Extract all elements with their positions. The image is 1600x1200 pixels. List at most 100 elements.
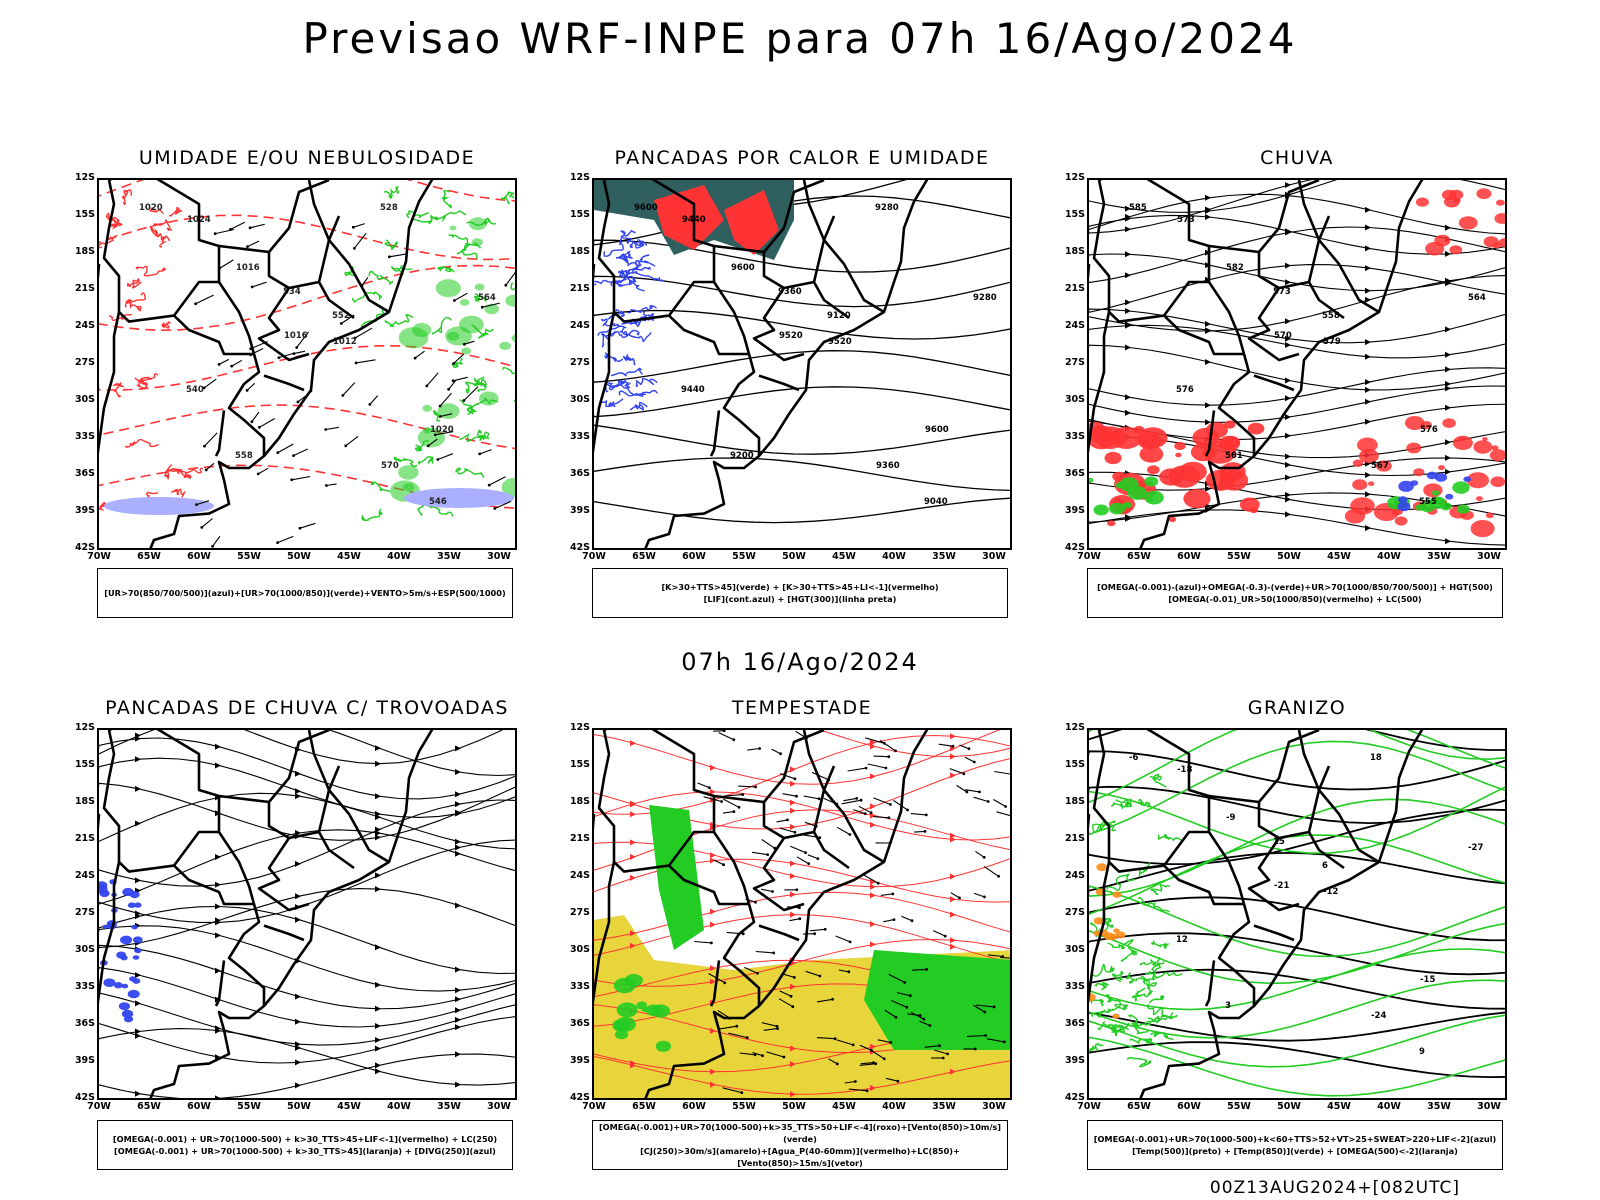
contour-squiggle <box>1139 957 1161 966</box>
stream-arrow <box>375 834 381 841</box>
wind-vector <box>204 432 218 447</box>
wind-vector <box>858 805 872 814</box>
wind-vector-head <box>795 888 799 892</box>
wind-vector <box>873 755 889 758</box>
wind-vector <box>435 431 454 436</box>
longitude-tick-label: 50W <box>287 551 311 562</box>
contour-label: 9040 <box>924 497 948 507</box>
stream-arrow <box>1125 299 1131 306</box>
stream-arrow <box>1445 224 1451 231</box>
contour-label: 9360 <box>778 287 802 297</box>
stream-line <box>594 734 1010 815</box>
stream-arrow <box>1445 404 1451 411</box>
stream-arrow <box>455 966 461 973</box>
wind-vector-head <box>943 934 947 938</box>
contour-squiggle <box>1150 884 1170 896</box>
contour-label: -9 <box>1226 813 1236 823</box>
stream-arrow <box>1445 439 1451 446</box>
geo-boundary-line <box>722 353 761 456</box>
wind-vector <box>277 535 294 544</box>
wind-vector <box>776 819 788 823</box>
wind-vector <box>760 888 773 893</box>
longitude-tick-label: 65W <box>1127 1101 1151 1112</box>
wind-vector <box>843 797 857 802</box>
wind-vector-head <box>741 932 745 936</box>
stream-arrow <box>950 896 956 903</box>
stream-line <box>1089 798 1505 898</box>
wind-vector <box>426 372 439 387</box>
wind-vector-head <box>855 797 859 800</box>
field-patch <box>1449 245 1463 255</box>
wind-850-region-west <box>612 973 672 1052</box>
stream-arrow <box>135 820 141 827</box>
stream-arrow <box>375 1005 381 1012</box>
stream-line <box>1089 344 1505 391</box>
wind-vector <box>218 358 230 365</box>
wind-vector <box>964 756 975 763</box>
contour-squiggle <box>1137 897 1170 913</box>
stream-arrow <box>1365 287 1371 294</box>
stream-arrow <box>375 830 381 837</box>
wind-vector-head <box>835 1062 839 1066</box>
stream-line <box>594 239 1010 273</box>
wind-vector <box>860 1062 874 1065</box>
longitude-tick-label: 30W <box>982 551 1006 562</box>
stream-arrow <box>870 1043 876 1050</box>
stream-arrow <box>375 981 381 988</box>
field-patch <box>1394 516 1408 526</box>
wind-vector <box>838 969 849 973</box>
field-patch <box>1441 189 1457 201</box>
longitude-tick-label: 60W <box>187 551 211 562</box>
field-patch <box>1466 472 1489 489</box>
wind-vector <box>414 350 425 359</box>
wind-vector <box>389 253 407 258</box>
wind-vector <box>907 1013 921 1016</box>
contour-squiggle <box>1135 975 1157 989</box>
wind-vector <box>369 395 379 405</box>
geo-boundary-line <box>1217 353 1256 456</box>
longitude-tick-label: 55W <box>732 551 756 562</box>
geo-boundary-line <box>752 837 805 912</box>
wind-vector <box>212 535 221 547</box>
stream-arrow <box>790 891 796 898</box>
longitude-tick-label: 65W <box>137 551 161 562</box>
wind-vector-head <box>905 1005 909 1009</box>
geo-boundary-line <box>1099 180 1246 355</box>
longitude-tick-label: 45W <box>337 551 361 562</box>
contour-squiggle <box>1131 987 1146 1002</box>
stream-arrow <box>710 852 716 859</box>
stream-arrow <box>455 844 461 851</box>
geo-boundary-line <box>812 281 850 320</box>
contour-squiggle <box>436 266 455 273</box>
geo-boundary-line <box>604 180 751 355</box>
wind-vector <box>973 1004 985 1013</box>
wind-vector <box>932 930 946 937</box>
wind-vector-head <box>924 813 928 817</box>
stream-arrow <box>950 753 956 760</box>
wind-vector-head <box>887 816 891 820</box>
field-patch <box>1490 476 1505 487</box>
wind-vector <box>782 793 797 797</box>
stream-arrow <box>455 809 461 816</box>
panel-1-longitude-axis: 70W 65W 60W 55W 50W 45W 40W 35W 30W <box>87 551 517 565</box>
stream-arrow <box>710 908 716 915</box>
longitude-tick-label: 70W <box>87 1101 111 1112</box>
stream-arrow <box>1285 395 1291 402</box>
latitude-tick-label: 42S <box>1064 1092 1085 1103</box>
stream-line <box>99 737 515 800</box>
stream-line <box>1089 922 1505 985</box>
longitude-tick-label: 35W <box>932 551 956 562</box>
stream-arrow <box>870 892 876 899</box>
wind-vector-head <box>203 444 206 448</box>
latitude-tick-label: 39S <box>74 1055 95 1066</box>
stream-arrow <box>455 1007 461 1014</box>
wind-vector-head <box>967 747 971 751</box>
wind-vector-head <box>213 232 217 235</box>
field-patch <box>1119 477 1139 492</box>
wind-vector-head <box>250 420 254 424</box>
stream-arrow <box>1285 342 1291 348</box>
field-patch <box>612 1021 627 1032</box>
wind-vector <box>867 763 887 769</box>
field-patch <box>1491 445 1499 451</box>
wind-vector-head <box>854 1080 857 1083</box>
